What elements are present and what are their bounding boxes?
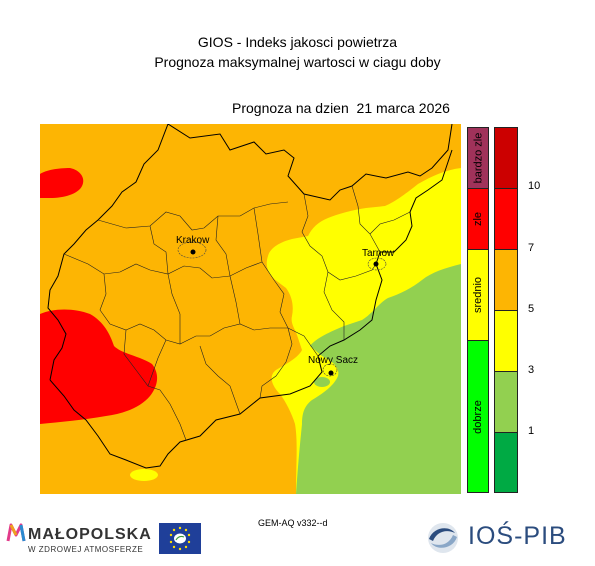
scale-tick-5: 5 — [528, 303, 535, 315]
scale-tick-1: 1 — [528, 425, 535, 437]
forecast-date: Prognoza na dzien 21 marca 2026 — [232, 100, 450, 116]
region-boundary — [47, 124, 453, 469]
map-green-patch — [314, 377, 330, 387]
ios-pib-name: IOŚ-PIB — [468, 522, 567, 550]
city-label-krakow: Krakow — [176, 235, 210, 246]
scale-tick-7: 7 — [528, 242, 535, 254]
scale-segment-4 — [494, 310, 518, 372]
city-label-nowy-sacz: Nowy Sacz — [308, 355, 359, 366]
malopolska-name: MAŁOPOLSKA — [28, 526, 152, 543]
scale-segment-2 — [494, 188, 518, 250]
city-outlines — [177, 241, 387, 377]
value-scale — [494, 127, 518, 493]
city-label-tarnow: Tarnow — [362, 248, 395, 259]
map-title: GIOS - Indeks jakosci powietrza — [197, 34, 398, 50]
malopolska-logo-icon — [6, 523, 26, 542]
map-red-zone-small — [44, 180, 54, 192]
model-version: GEM-AQ v332--d — [258, 518, 328, 528]
legend-label-zle: zle — [472, 211, 484, 227]
malopolska-tagline: W ZDROWEJ ATMOSFERZE — [28, 545, 144, 554]
eu-life-logo-icon — [159, 523, 201, 554]
scale-segment-3 — [494, 249, 518, 311]
tarnow-marker — [373, 261, 379, 267]
legend-label-srednio: srednio — [472, 276, 485, 314]
map-red-zone-west — [40, 309, 158, 424]
map-green-zone — [296, 264, 461, 494]
scale-tick-10: 10 — [528, 180, 541, 192]
scale-segment-1 — [494, 127, 518, 189]
legend-segment-dobrze — [467, 340, 489, 493]
map-yellow-patch-south — [130, 469, 158, 481]
nowy-sacz-marker — [328, 370, 334, 376]
category-legend: bardzo zle zle srednio dobrze — [467, 127, 489, 493]
scale-segment-5 — [494, 371, 518, 433]
map-subtitle: Prognoza maksymalnej wartosci w ciagu do… — [154, 54, 441, 70]
legend-label-bardzo-zle: bardzo zle — [472, 132, 485, 184]
district-boundaries — [63, 185, 411, 441]
krakow-marker — [190, 249, 196, 255]
ios-pib-logo-icon — [428, 523, 458, 553]
legend-label-dobrze: dobrze — [472, 399, 485, 434]
scale-tick-3: 3 — [528, 364, 535, 376]
forecast-map — [40, 124, 461, 494]
scale-segment-6 — [494, 432, 518, 493]
